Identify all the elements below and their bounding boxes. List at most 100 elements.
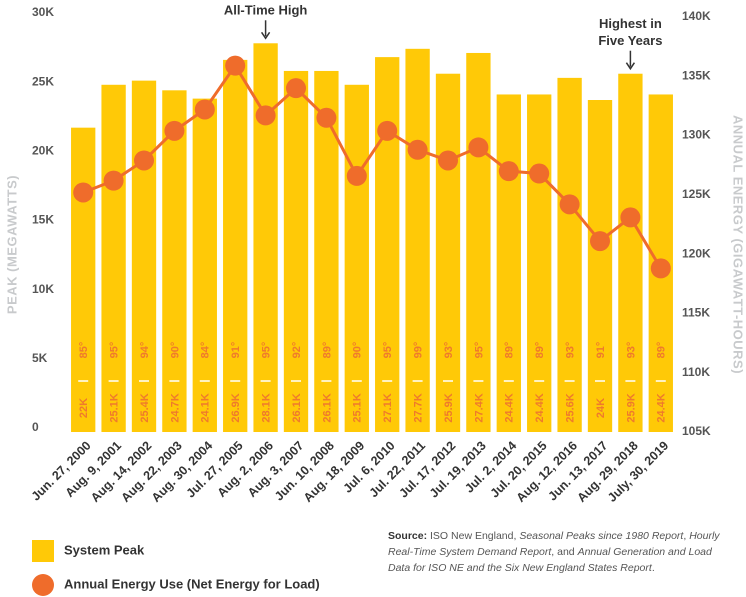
line-point	[194, 99, 215, 120]
bar	[344, 84, 369, 433]
bar	[101, 84, 126, 433]
bar-value-label: 26.1K	[291, 393, 303, 422]
y-tick-label: 5K	[32, 351, 48, 365]
bar	[223, 59, 248, 433]
source-part: Hourly Real-Time System Demand Report	[388, 530, 723, 558]
temperature-label: 91°	[230, 342, 242, 359]
bar-value-label: 25.1K	[109, 393, 121, 422]
line-point	[559, 194, 580, 215]
line-point	[650, 258, 671, 279]
bar	[435, 73, 461, 432]
bar	[162, 90, 187, 433]
bar-value-label: 24.4K	[504, 393, 516, 422]
annotation-text: Five Years	[598, 33, 662, 48]
y2-tick-label: 140K	[682, 9, 711, 23]
y-tick-label: 25K	[32, 74, 54, 88]
line-point	[620, 207, 641, 228]
line-point	[407, 139, 428, 160]
line-point	[134, 150, 154, 171]
temperature-label: 90°	[352, 342, 364, 359]
bar-value-label: 27.1K	[382, 393, 394, 422]
temperature-label: 91°	[595, 342, 607, 359]
bar-value-label: 22K	[78, 398, 90, 418]
bar-value-label: 24.7K	[169, 393, 181, 422]
bar	[131, 80, 157, 432]
line-point	[255, 105, 276, 126]
bar-value-label: 24.1K	[200, 393, 212, 422]
bar	[192, 98, 217, 432]
bar	[405, 48, 430, 433]
source-part: Source:	[388, 530, 428, 542]
temperature-label: 93°	[443, 342, 455, 359]
annotation-text: Highest in	[599, 16, 662, 31]
line-point	[73, 182, 94, 203]
line-point	[316, 107, 337, 128]
legend-label: System Peak	[64, 542, 145, 557]
temperature-label: 94°	[139, 342, 151, 359]
y-tick-label: 20K	[32, 144, 54, 158]
y2-tick-label: 135K	[682, 68, 711, 82]
line-point	[346, 165, 367, 186]
y-tick-label: 15K	[32, 213, 54, 227]
temperature-label: 89°	[656, 342, 668, 359]
line-point	[590, 231, 610, 252]
bar-value-label: 25.4K	[139, 393, 151, 422]
bar-value-label: 24.4K	[656, 393, 668, 422]
y2-tick-label: 130K	[682, 128, 711, 142]
bar	[618, 73, 643, 432]
bar	[496, 94, 521, 432]
bar-value-label: 26.9K	[230, 393, 242, 422]
bar	[71, 127, 96, 433]
y2-tick-label: 120K	[682, 246, 711, 260]
y2-tick-label: 115K	[682, 306, 710, 320]
bar-value-label: 25.1K	[352, 393, 364, 422]
source-part: Annual Generation and Load Data for ISO …	[388, 546, 715, 574]
bar-value-label: 28.1K	[261, 393, 273, 422]
source-note: Source: ISO New England, Seasonal Peaks …	[388, 528, 733, 576]
source-part: Seasonal Peaks since 1980 Report	[519, 530, 684, 542]
annotation-arrowhead	[260, 31, 271, 40]
y2-tick-label: 105K	[682, 424, 711, 438]
line-point	[377, 120, 398, 141]
bar	[283, 70, 309, 432]
temperature-label: 89°	[321, 342, 333, 359]
line-point	[498, 161, 519, 182]
bar	[557, 77, 582, 432]
line-point	[438, 150, 458, 171]
temperature-label: 84°	[200, 342, 212, 359]
source-part: .	[651, 562, 655, 574]
source-part: ISO New England,	[427, 530, 520, 542]
line-point	[103, 170, 124, 191]
temperature-label: 92°	[291, 342, 303, 359]
bar-value-label: 25.9K	[443, 393, 455, 422]
temperature-label: 95°	[382, 342, 394, 359]
bar-value-label: 27.4K	[473, 393, 485, 422]
y-tick-label: 30K	[32, 5, 54, 19]
annotation-text: All-Time High	[224, 3, 308, 18]
bar-value-label: 26.1K	[321, 393, 333, 422]
bar	[527, 94, 552, 432]
legend-swatch	[32, 574, 54, 596]
temperature-label: 89°	[534, 342, 546, 359]
bar-value-label: 25.9K	[625, 393, 637, 422]
y-tick-label: 10K	[32, 282, 54, 296]
annotation-arrowhead	[625, 62, 636, 71]
temperature-label: 99°	[413, 342, 425, 359]
legend-swatch	[32, 540, 54, 562]
source-part: , and	[551, 546, 578, 558]
temperature-label: 95°	[109, 342, 121, 359]
temperature-label: 95°	[261, 342, 273, 359]
y-tick-label: 0	[32, 420, 39, 434]
y2-tick-label: 110K	[682, 365, 710, 379]
line-point	[225, 55, 246, 76]
y2-tick-label: 125K	[682, 187, 711, 201]
line-point	[529, 163, 550, 184]
temperature-label: 93°	[565, 342, 577, 359]
line-point	[286, 78, 306, 99]
source-part: ,	[683, 530, 690, 542]
temperature-label: 90°	[169, 342, 181, 359]
legend-label: Annual Energy Use (Net Energy for Load)	[64, 576, 320, 591]
bar-value-label: 24K	[595, 398, 607, 418]
